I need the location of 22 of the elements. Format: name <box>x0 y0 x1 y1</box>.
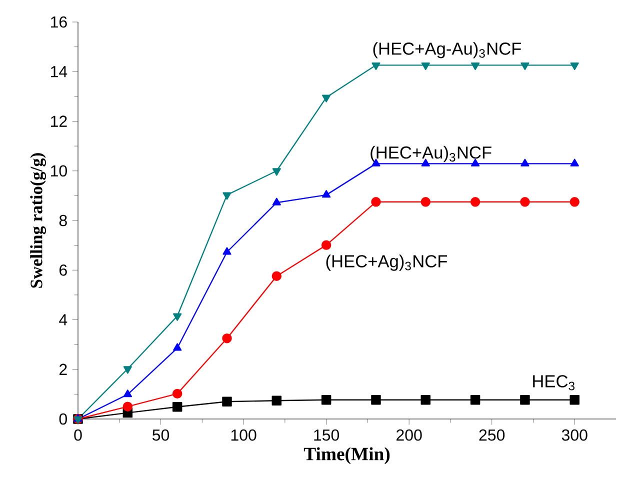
series-label: (HEC+Ag-Au)$_{3}$NCF <box>373 42 522 58</box>
y-tick-label: 8 <box>59 214 67 226</box>
x-tick-label: 250 <box>479 429 505 441</box>
y-tick-label: 6 <box>60 264 67 276</box>
series-label: HEC$_{3}$ <box>533 375 574 390</box>
y-axis-title: Swelling ratio(g/g) <box>30 153 46 288</box>
y-tick-label: 0 <box>59 413 67 425</box>
y-tick-label: 14 <box>51 66 68 78</box>
y-tick-label: 16 <box>51 16 67 28</box>
y-tick-label: 10 <box>51 165 67 177</box>
x-axis-title: Time(Min) <box>304 447 390 464</box>
x-tick-label: 300 <box>562 429 588 441</box>
x-tick-label: 150 <box>314 429 340 441</box>
x-tick-label: 0 <box>74 429 82 441</box>
series-label: (HEC+Ag)$_{3}$NCF <box>326 254 448 271</box>
x-tick-label: 50 <box>152 429 170 441</box>
y-tick-label: 12 <box>51 116 67 127</box>
x-tick-label: 100 <box>231 429 256 441</box>
y-tick-label: 2 <box>60 364 67 375</box>
y-tick-label: 4 <box>59 314 68 326</box>
x-tick-label: 200 <box>396 429 422 441</box>
series-label: (HEC+Au)$_{3}$NCF <box>370 146 492 162</box>
